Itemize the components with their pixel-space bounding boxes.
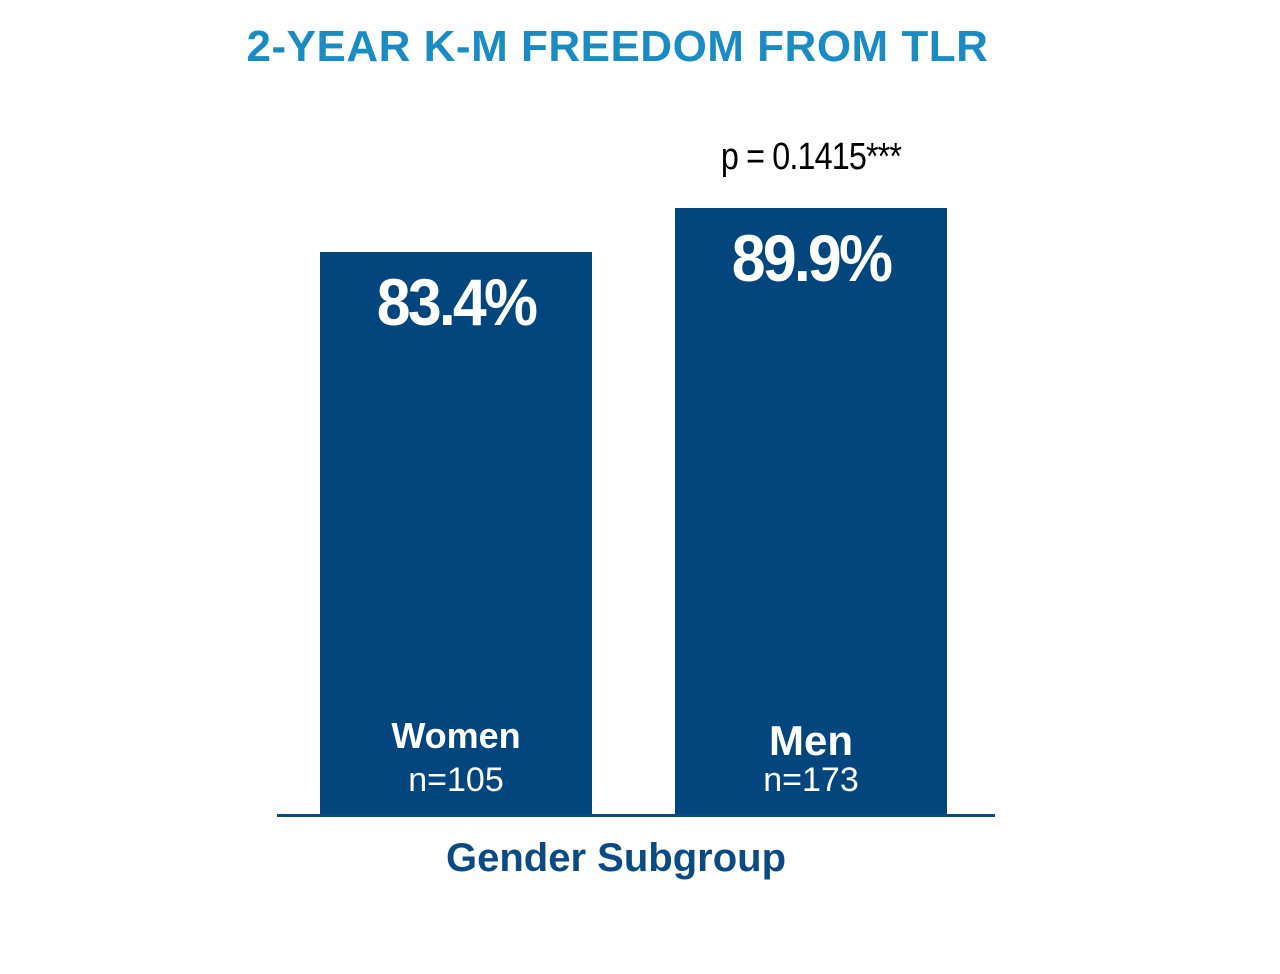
- bar-women: 83.4% Women n=105: [320, 252, 592, 815]
- bar-men: 89.9% Men n=173: [675, 208, 947, 815]
- p-value-annotation: p = 0.1415***: [720, 136, 902, 179]
- n-label-women: n=105: [408, 760, 504, 799]
- chart-title: 2-YEAR K-M FREEDOM FROM TLR: [246, 22, 989, 71]
- category-label-women: Women: [391, 714, 521, 756]
- n-label-men: n=173: [763, 760, 859, 799]
- category-label-men: Men: [769, 716, 853, 764]
- x-axis-baseline: [277, 814, 995, 817]
- bar-value-label: 89.9%: [731, 221, 893, 296]
- x-axis-label: Gender Subgroup: [446, 836, 786, 880]
- bar-value-label: 83.4%: [376, 265, 538, 340]
